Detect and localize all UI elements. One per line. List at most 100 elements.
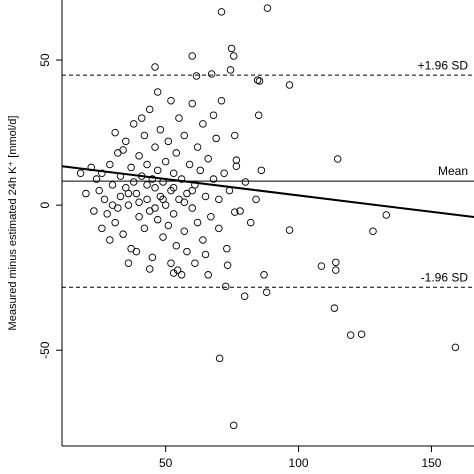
point [103,210,111,218]
point [135,152,143,160]
point [98,169,106,177]
point [177,175,186,183]
point [180,227,189,236]
point [285,81,294,89]
point [317,262,326,270]
point [172,242,181,250]
point [82,189,90,198]
point [330,304,339,312]
point [188,52,196,60]
point [111,218,119,227]
point [151,63,159,71]
point [193,218,202,227]
point [135,213,143,221]
y-tick-label: -50 [38,341,52,359]
point [151,143,159,151]
point [153,166,162,175]
point [346,331,355,339]
point [98,224,106,233]
regression-line [61,165,474,219]
point [225,186,234,195]
point [95,186,103,195]
point [124,189,133,198]
point [255,77,264,85]
point [119,230,127,238]
point [183,247,191,256]
point [130,120,138,128]
point [263,4,272,12]
point [204,154,212,163]
point [285,226,294,234]
y-axis-label: Measured minus estimated 24h K⁺ [mmol/d] [7,116,19,331]
point [229,421,238,430]
point [223,261,232,269]
point [180,198,189,207]
point [260,271,268,279]
point [148,175,157,183]
point [169,210,178,218]
point [196,166,204,175]
point [369,227,377,236]
point [382,211,391,219]
point [204,271,212,279]
x-tick-label: 50 [159,456,173,470]
point [193,143,202,151]
point [212,134,220,143]
point [192,72,201,80]
point [132,189,141,198]
point [108,181,117,189]
point [151,183,159,192]
y-tick-label: 0 [38,201,52,208]
point [137,114,146,122]
point [201,192,210,201]
point [106,236,114,244]
point [254,111,263,119]
point [172,149,181,157]
point [221,282,230,291]
point [169,169,178,177]
point [232,162,241,171]
point [215,224,223,233]
point [257,166,266,175]
point [90,207,98,215]
point [100,195,109,204]
reference-label: Mean [438,164,468,178]
point [209,111,218,119]
point [227,44,236,53]
x-tick-label: 150 [421,456,441,470]
point [199,120,207,128]
point [127,163,135,172]
point [231,131,239,140]
point [164,137,173,146]
point [207,213,215,221]
point [201,250,210,259]
point [180,131,189,140]
point [132,247,141,256]
point [76,169,85,177]
point [240,292,249,301]
point [262,288,271,296]
point [92,175,101,183]
point [143,160,151,169]
point [191,259,199,267]
point [122,137,130,146]
point [241,178,250,186]
point [188,186,196,195]
point [209,175,218,183]
point [140,224,149,233]
point [185,160,194,169]
point [119,146,127,154]
point [175,114,183,122]
y-tick-label: 50 [38,53,52,67]
point [215,195,223,204]
x-tick-label: 100 [289,456,309,470]
point [148,253,157,262]
point [151,204,159,212]
point [199,236,207,244]
point [169,183,178,192]
point [135,198,143,207]
point [229,52,238,60]
point [159,233,167,241]
point [145,105,154,114]
point [226,66,235,74]
